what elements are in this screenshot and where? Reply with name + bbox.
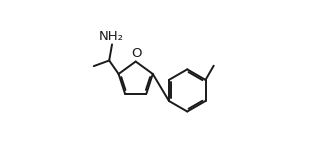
Text: O: O [131,47,142,60]
Text: NH₂: NH₂ [99,30,124,43]
